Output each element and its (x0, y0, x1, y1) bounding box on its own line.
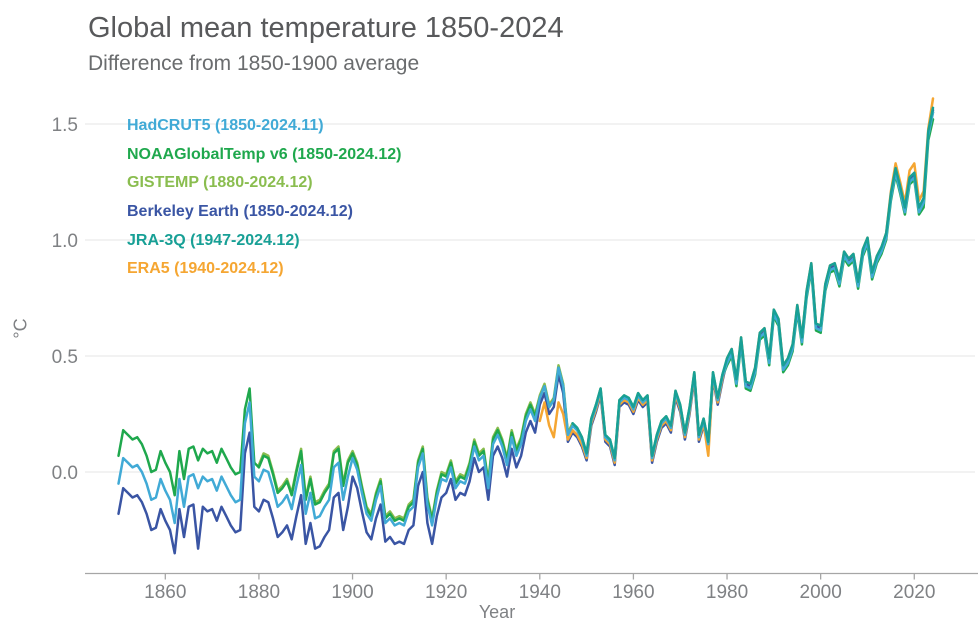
legend-item-era5: ERA5 (1940-2024.12) (127, 260, 284, 278)
y-tick-label: 0.5 (52, 347, 78, 368)
y-tick-label: 0.0 (52, 463, 78, 484)
series-line-era5 (538, 97, 935, 464)
x-tick-label: 1920 (425, 582, 467, 603)
x-tick-label: 1880 (238, 582, 280, 603)
x-tick-label: 2020 (893, 582, 935, 603)
x-tick-label: 1940 (519, 582, 561, 603)
x-tick-label: 1960 (612, 582, 654, 603)
legend: HadCRUT5 (1850-2024.11) NOAAGlobalTemp v… (127, 112, 401, 284)
chart-subtitle: Difference from 1850-1900 average (88, 52, 420, 75)
legend-item-hadcrut5: HadCRUT5 (1850-2024.11) (127, 117, 324, 134)
legend-item-noaaglobaltemp: NOAAGlobalTemp v6 (1850-2024.12) (127, 145, 402, 163)
x-tick-label: 1900 (331, 582, 373, 603)
y-tick-label: 1.5 (52, 115, 78, 136)
x-tick-label: 1860 (144, 582, 186, 603)
legend-item-jra3q: JRA-3Q (1947-2024.12) (127, 231, 300, 249)
x-axis-label: Year (478, 602, 516, 622)
chart-title: Global mean temperature 1850-2024 (88, 12, 564, 44)
legend-item-berkeley-earth: Berkeley Earth (1850-2024.12) (127, 203, 353, 221)
y-tick-label: 1.0 (52, 231, 78, 252)
x-tick-label: 1980 (706, 582, 748, 603)
legend-item-gistemp: GISTEMP (1880-2024.12) (127, 174, 313, 192)
y-axis-label: °C (10, 318, 31, 339)
series-line-jra3q (571, 106, 935, 460)
x-tick-label: 2000 (800, 582, 842, 603)
